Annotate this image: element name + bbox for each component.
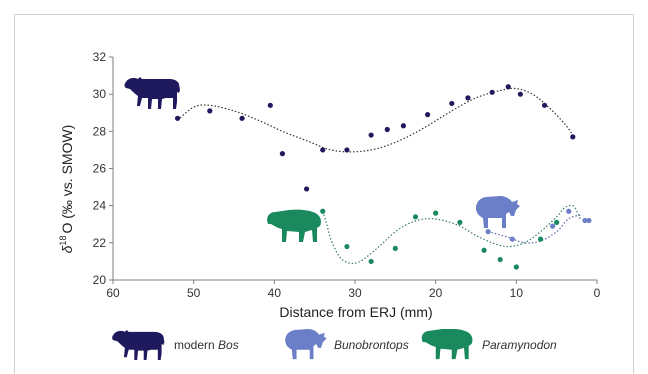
chart-plot: 20 22 24 26 28 30 32 60 50 40 30 20 10 0 Distance fr… xyxy=(58,50,601,320)
data-point-modern-bos xyxy=(304,186,310,192)
data-point-bunobrontops xyxy=(485,229,491,235)
y-axis-title-superscript: 18 xyxy=(58,236,68,246)
legend-label-bos-genus: Bos xyxy=(218,338,239,352)
data-point-modern-bos xyxy=(465,95,471,101)
data-point-bunobrontops xyxy=(586,217,592,224)
y-axis-ticks: 20 22 24 26 28 30 32 xyxy=(93,50,113,287)
bunobrontops-silhouette-icon xyxy=(285,329,327,360)
data-point-paramynodon xyxy=(554,219,560,225)
data-point-modern-bos xyxy=(570,134,576,140)
figure-frame: 20 22 24 26 28 30 32 60 50 40 30 20 10 0 Distance fr… xyxy=(14,14,634,374)
legend-label-bos: modern Bos xyxy=(174,338,239,352)
data-point-modern-bos xyxy=(541,102,548,108)
data-point-modern-bos xyxy=(505,84,511,90)
legend-item-bunobrontops: Bunobrontops xyxy=(282,327,409,363)
x-axis-title: Distance from ERJ (mm) xyxy=(279,304,432,320)
paramynodon-silhouette-icon xyxy=(267,209,321,242)
data-point-bunobrontops xyxy=(509,236,515,242)
bunobrontops-silhouette-icon xyxy=(476,196,520,228)
cow-silhouette-icon xyxy=(124,77,180,109)
data-point-modern-bos xyxy=(489,89,495,95)
y-tick-label: 32 xyxy=(93,50,107,64)
data-points xyxy=(174,84,592,270)
y-axis-title-delta: δ xyxy=(59,245,75,253)
data-point-modern-bos xyxy=(267,102,273,108)
data-point-modern-bos xyxy=(449,100,455,107)
figure-border xyxy=(14,14,634,374)
data-point-modern-bos xyxy=(344,147,350,153)
data-point-modern-bos xyxy=(174,115,181,121)
x-tick-label: 40 xyxy=(268,286,282,300)
data-point-modern-bos xyxy=(239,115,245,121)
data-point-paramynodon xyxy=(412,214,419,220)
legend-item-paramynodon: Paramynodon xyxy=(420,327,557,363)
x-tick-label: 0 xyxy=(594,286,601,300)
data-point-paramynodon xyxy=(537,236,544,242)
data-point-paramynodon xyxy=(497,256,503,263)
data-point-modern-bos xyxy=(279,151,285,157)
x-tick-label: 10 xyxy=(510,286,524,300)
x-tick-label: 60 xyxy=(106,286,120,300)
data-point-paramynodon xyxy=(344,243,350,250)
y-tick-label: 30 xyxy=(93,87,107,101)
data-point-modern-bos xyxy=(517,91,523,97)
data-point-modern-bos xyxy=(384,126,390,133)
x-tick-label: 30 xyxy=(348,286,362,300)
data-point-modern-bos xyxy=(400,123,406,129)
data-point-bunobrontops xyxy=(566,208,572,214)
legend-label-paramynodon: Paramynodon xyxy=(482,338,557,352)
data-point-bunobrontops xyxy=(582,217,588,224)
data-point-bunobrontops xyxy=(550,223,556,229)
trendlines xyxy=(177,87,582,265)
legend-item-bos: modern Bos xyxy=(110,327,239,363)
y-tick-label: 24 xyxy=(93,199,107,213)
trendline-paramynodon xyxy=(322,204,582,265)
y-tick-label: 26 xyxy=(93,162,107,176)
trendline-modern-bos xyxy=(177,87,574,153)
paramynodon-silhouette-icon xyxy=(421,329,473,360)
data-point-paramynodon xyxy=(368,258,374,265)
y-axis-title: δ18 O (‰ vs. SMOW) xyxy=(58,125,75,254)
data-point-modern-bos xyxy=(320,147,326,153)
data-point-paramynodon xyxy=(320,208,326,214)
data-point-paramynodon xyxy=(433,210,439,216)
legend-label-bos-prefix: modern xyxy=(174,338,219,352)
data-point-modern-bos xyxy=(425,112,431,118)
data-point-paramynodon xyxy=(513,264,519,270)
x-tick-label: 50 xyxy=(187,286,201,300)
data-point-paramynodon xyxy=(481,247,487,253)
legend-label-bunobrontops: Bunobrontops xyxy=(334,338,409,352)
y-tick-label: 20 xyxy=(93,273,107,287)
cow-silhouette-icon xyxy=(112,329,165,361)
data-point-paramynodon xyxy=(392,245,398,252)
data-point-modern-bos xyxy=(207,108,213,114)
y-axis-title-rest: O (‰ vs. SMOW) xyxy=(59,125,75,234)
x-tick-label: 20 xyxy=(429,286,443,300)
data-point-modern-bos xyxy=(368,132,374,138)
y-tick-label: 22 xyxy=(93,236,107,250)
axes: 20 22 24 26 28 30 32 60 50 40 30 20 10 0 xyxy=(93,50,601,300)
data-point-paramynodon xyxy=(457,219,463,225)
y-tick-label: 28 xyxy=(93,124,107,138)
x-axis-ticks: 60 50 40 30 20 10 0 xyxy=(106,280,601,300)
